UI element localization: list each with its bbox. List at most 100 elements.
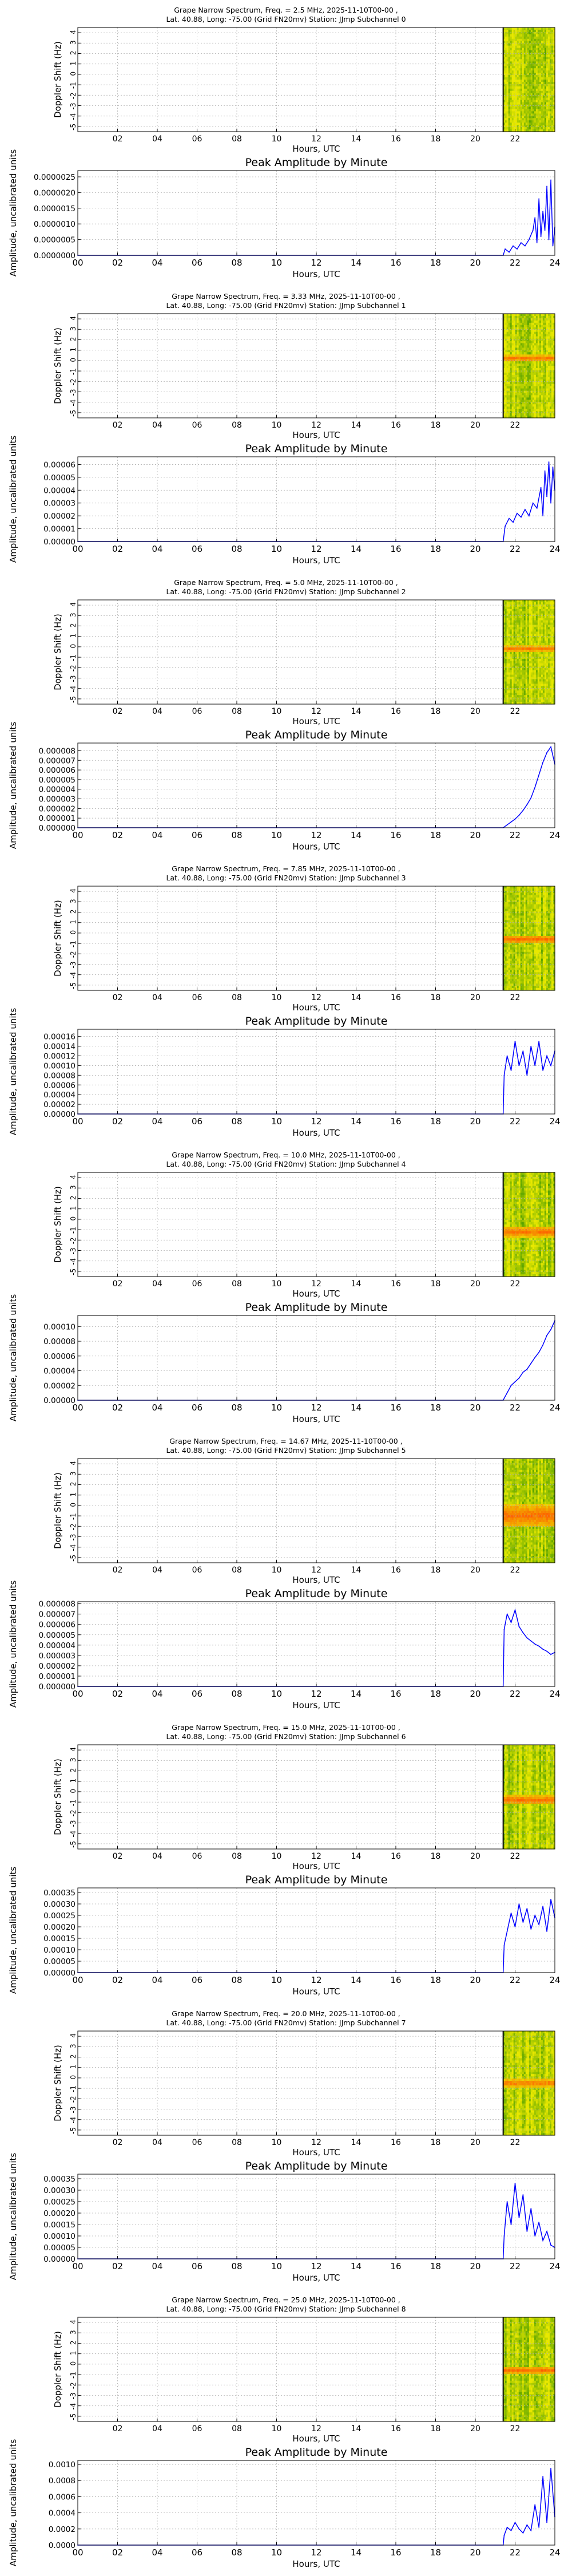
spectrogram-cell [544, 81, 547, 85]
spectrogram-cell [513, 57, 516, 60]
spectrogram-cell [508, 352, 511, 355]
spectrogram-cell [506, 366, 509, 369]
spectrogram-cell [508, 90, 511, 94]
spectrogram-cell [542, 75, 545, 78]
spectrogram-cell [503, 413, 506, 416]
spectrogram-cell [532, 81, 535, 85]
spectrogram-cell [537, 681, 540, 684]
spectrogram-cell [547, 347, 550, 350]
spectrogram-cell [511, 629, 514, 632]
spectrogram-cell [520, 81, 523, 85]
spectrogram-cell [534, 368, 537, 371]
spectrogram-cell [525, 652, 528, 655]
x-tick-label: 22 [510, 258, 521, 268]
spectrogram-cell [527, 80, 530, 82]
spectrogram-cell [532, 604, 535, 607]
spectrogram-cell [510, 663, 513, 666]
spectrogram-cell [513, 54, 516, 58]
spectrogram-cell [544, 366, 547, 369]
spectrogram-cell [503, 661, 506, 664]
spectrogram-cell [522, 73, 525, 76]
spectrogram-cell [513, 361, 516, 364]
spectrogram-cell [551, 372, 554, 376]
spectrogram-cell [508, 406, 511, 409]
spectrogram-cell [510, 59, 513, 62]
data-point [514, 818, 516, 820]
spectrogram-cell [553, 31, 555, 35]
spectrogram-cell [515, 661, 518, 664]
spectrogram-cell [542, 377, 545, 380]
spectrogram-cell [520, 663, 523, 666]
spectrogram-cell [547, 386, 550, 389]
spectrogram-cell [523, 106, 526, 110]
spectrogram-cell [544, 52, 547, 56]
spectrogram-cell [549, 86, 552, 89]
spectrogram-cell [547, 320, 550, 323]
spectrogram-cell [541, 45, 543, 49]
spectrogram-cell [518, 57, 521, 60]
spectrogram-cell [549, 106, 552, 110]
spectrogram-cell [527, 329, 530, 333]
spectrogram-cell [542, 123, 545, 125]
spectrogram-cell [506, 654, 509, 657]
spectrogram-cell [510, 84, 513, 87]
spectrogram-cell [515, 125, 518, 128]
spectrogram-cell [544, 341, 547, 344]
spectrogram-cell [527, 688, 530, 691]
spectrogram-cell [523, 602, 526, 605]
spectrogram-cell [529, 66, 531, 69]
spectrogram-cell [529, 86, 531, 89]
spectrogram-cell [539, 388, 542, 392]
spectrogram-cell [518, 670, 521, 673]
spectrogram-cell [503, 384, 506, 387]
spectrogram-cell [522, 690, 525, 693]
spectrogram-cell [544, 409, 547, 412]
spectrogram-cell [527, 352, 530, 355]
spectrogram-cell [527, 677, 530, 680]
spectrogram-cell [542, 315, 545, 319]
spectrogram-cell [541, 111, 543, 114]
spectrogram-cell [537, 64, 540, 66]
spectrogram-cell [525, 318, 528, 321]
spectrogram-cell [511, 123, 514, 125]
spectrogram-cell [553, 88, 555, 92]
spectrogram-cell [551, 386, 554, 389]
spectrogram-cell [535, 622, 538, 626]
spectrogram-cell [537, 638, 540, 641]
spectrogram-cell [517, 34, 519, 37]
spectrogram-cell [553, 84, 555, 87]
spectrogram-cell [508, 357, 511, 359]
spectrogram-cell [522, 329, 525, 333]
spectrogram-cell [541, 118, 543, 121]
spectrogram-cell [529, 609, 531, 612]
spectrogram-cell [523, 370, 526, 373]
x-tick-label: 16 [390, 258, 401, 268]
spectrogram-cell [541, 54, 543, 58]
spectrogram-cell [505, 695, 507, 698]
spectrogram-cell [530, 388, 533, 392]
spectrogram-cell [530, 352, 533, 355]
spectrogram-cell [503, 95, 506, 98]
spectrogram-cell [518, 36, 521, 39]
spectrogram-cell [503, 404, 506, 407]
spectrogram-cell [532, 41, 535, 44]
spectrogram-cell [537, 397, 540, 400]
x-tick-label: 06 [192, 421, 202, 430]
spectrogram-cell [522, 113, 525, 116]
spectrogram-cell [522, 600, 525, 603]
y-tick-label: 2 [69, 337, 77, 342]
spectrogram-cell [506, 634, 509, 637]
spectrogram-cell [535, 68, 538, 71]
spectrogram-cell [532, 31, 535, 35]
spectrogram-cell [510, 409, 513, 412]
spectrogram-cell [518, 386, 521, 389]
spectrogram-cell [513, 370, 516, 373]
spectrogram-cell [510, 600, 513, 603]
spectrogram-cell [505, 656, 507, 659]
spectrogram-cell [510, 609, 513, 612]
spectrogram-cell [505, 357, 507, 359]
spectrogram-cell [549, 318, 552, 321]
spectrogram-cell [503, 127, 506, 130]
spectrogram-cell [508, 100, 511, 103]
spectrogram-cell [517, 315, 519, 319]
